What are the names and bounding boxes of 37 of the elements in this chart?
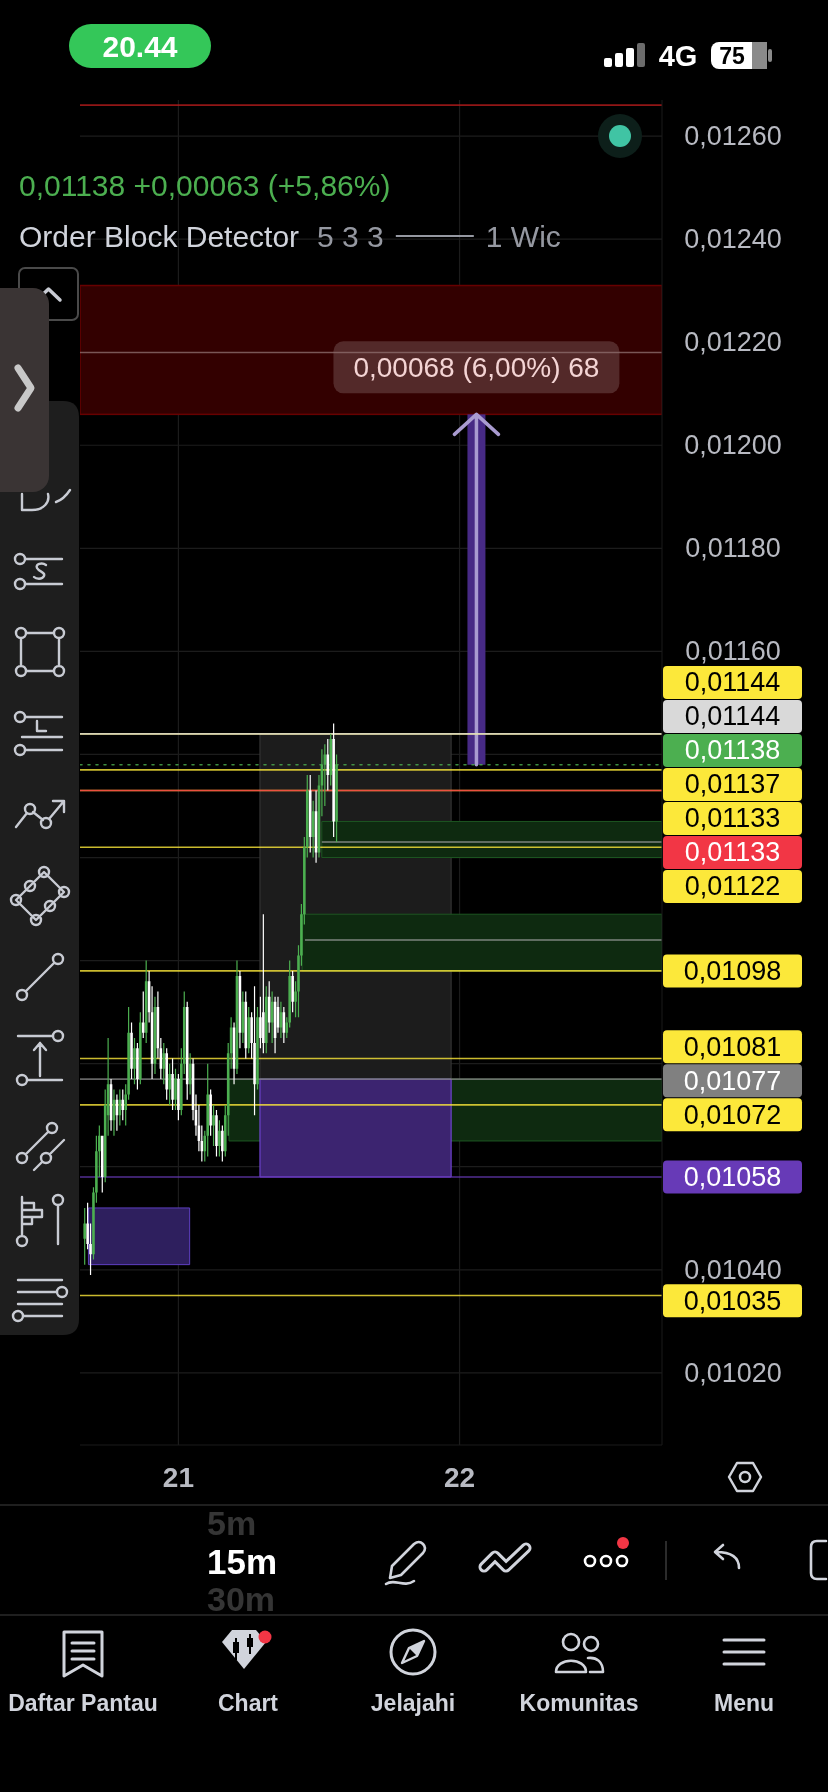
ref-line-label: 0,01098 — [683, 955, 782, 986]
text: 20.44 — [102, 29, 178, 63]
annotation: Order Block Detector — [19, 219, 300, 253]
y-tick-label: 0,01180 — [685, 533, 781, 564]
y-tick-label: 0,01160 — [685, 636, 781, 667]
ref-line-label: 0,01081 — [683, 1031, 782, 1062]
text: 15m — [207, 1541, 278, 1581]
ref-line-label: 0,01077 — [683, 1065, 782, 1096]
annotation: 5 3 3 — [317, 219, 384, 253]
annotation: 1 Wic — [485, 219, 561, 253]
x-tick-label: 21 — [162, 1461, 194, 1493]
ref-line-label: 0,01133 — [684, 837, 781, 868]
y-tick-label: 0,01200 — [684, 430, 782, 461]
ref-line-label: 0,01137 — [684, 769, 781, 800]
ref-line-label: 0,01122 — [684, 871, 781, 902]
text: Jelajahi — [370, 1690, 456, 1716]
x-tick-label: 22 — [443, 1461, 476, 1493]
text: Daftar Pantau — [8, 1690, 158, 1716]
text: Komunitas — [519, 1690, 639, 1716]
text: 75 — [719, 43, 745, 69]
text: Menu — [713, 1690, 775, 1716]
ref-line-label: 0,01144 — [684, 667, 781, 698]
text: 4G — [658, 40, 698, 72]
text: 0,01138 +0,00063 (+5,86%) — [19, 168, 391, 202]
data-label: 0,00068 (6,00%) 68 — [353, 351, 600, 383]
y-tick-label: 0,01220 — [684, 327, 782, 358]
ref-line-label: 0,01133 — [684, 803, 781, 834]
y-tick-label: 0,01040 — [684, 1254, 782, 1285]
ref-line-label: 0,01035 — [683, 1285, 782, 1316]
ref-line-label: 0,01138 — [684, 735, 781, 766]
y-tick-label: 0,01020 — [684, 1357, 782, 1388]
ref-line-label: 0,01144 — [684, 701, 781, 732]
ref-line-label: 0,01058 — [683, 1162, 782, 1193]
y-tick-label: 0,01240 — [684, 224, 782, 255]
text: Chart — [217, 1690, 279, 1716]
y-tick-label: 0,01260 — [684, 121, 782, 152]
ref-line-label: 0,01072 — [683, 1099, 782, 1130]
